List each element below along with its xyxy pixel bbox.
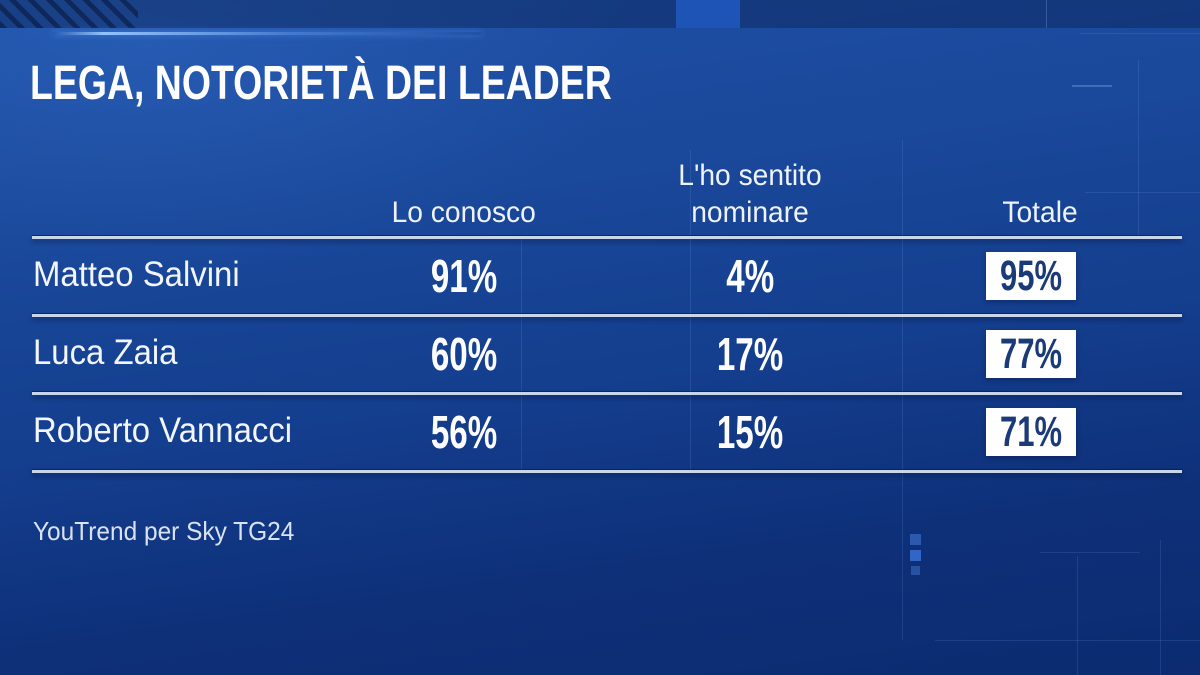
row-name-vannacci: Roberto Vannacci [33, 411, 293, 450]
row-name-salvini: Matteo Salvini [33, 255, 240, 294]
cell-salvini-totale: 95% [986, 252, 1076, 300]
top-bar-accent-square [676, 0, 740, 28]
grid-line [1040, 552, 1140, 553]
column-header-sentito-nominare: L'ho sentito nominare [678, 159, 822, 229]
page-title-text: LEGA, NOTORIETÀ DEI LEADER [30, 57, 612, 110]
cell-zaia-lo-conosco: 60% [430, 328, 498, 380]
grid-line [1085, 192, 1200, 193]
page-title: LEGA, NOTORIETÀ DEI LEADER [30, 56, 776, 111]
source-credit: YouTrend per Sky TG24 [33, 516, 295, 546]
accent-square [911, 566, 920, 575]
top-bar-divider [1046, 0, 1047, 28]
column-header-lo-conosco: Lo conosco [391, 196, 537, 229]
grid-line [1072, 85, 1112, 87]
cell-vannacci-totale: 71% [986, 408, 1076, 456]
grid-line [690, 150, 691, 470]
column-header-totale: Totale [1002, 196, 1078, 229]
grid-line [1138, 60, 1139, 236]
cell-salvini-sentito: 4% [726, 250, 774, 302]
grid-line [1160, 540, 1161, 675]
grid-line [902, 140, 903, 640]
top-bar [0, 0, 1200, 28]
grid-line [935, 640, 1200, 641]
cell-vannacci-sentito: 15% [716, 406, 784, 458]
grid-line [521, 236, 522, 470]
grid-line [1080, 33, 1200, 34]
grid-line [1077, 556, 1078, 675]
cell-zaia-sentito: 17% [716, 328, 784, 380]
cell-salvini-lo-conosco: 91% [430, 250, 498, 302]
accent-square [910, 550, 921, 561]
separator-line [32, 314, 1182, 317]
separator-line [32, 470, 1182, 473]
accent-square [910, 534, 921, 545]
cell-zaia-totale: 77% [986, 330, 1076, 378]
separator-line [32, 236, 1182, 239]
cell-vannacci-lo-conosco: 56% [430, 406, 498, 458]
glow-line [52, 32, 482, 35]
hatch-pattern [0, 0, 138, 28]
separator-line [32, 392, 1182, 395]
row-name-zaia: Luca Zaia [33, 333, 178, 372]
